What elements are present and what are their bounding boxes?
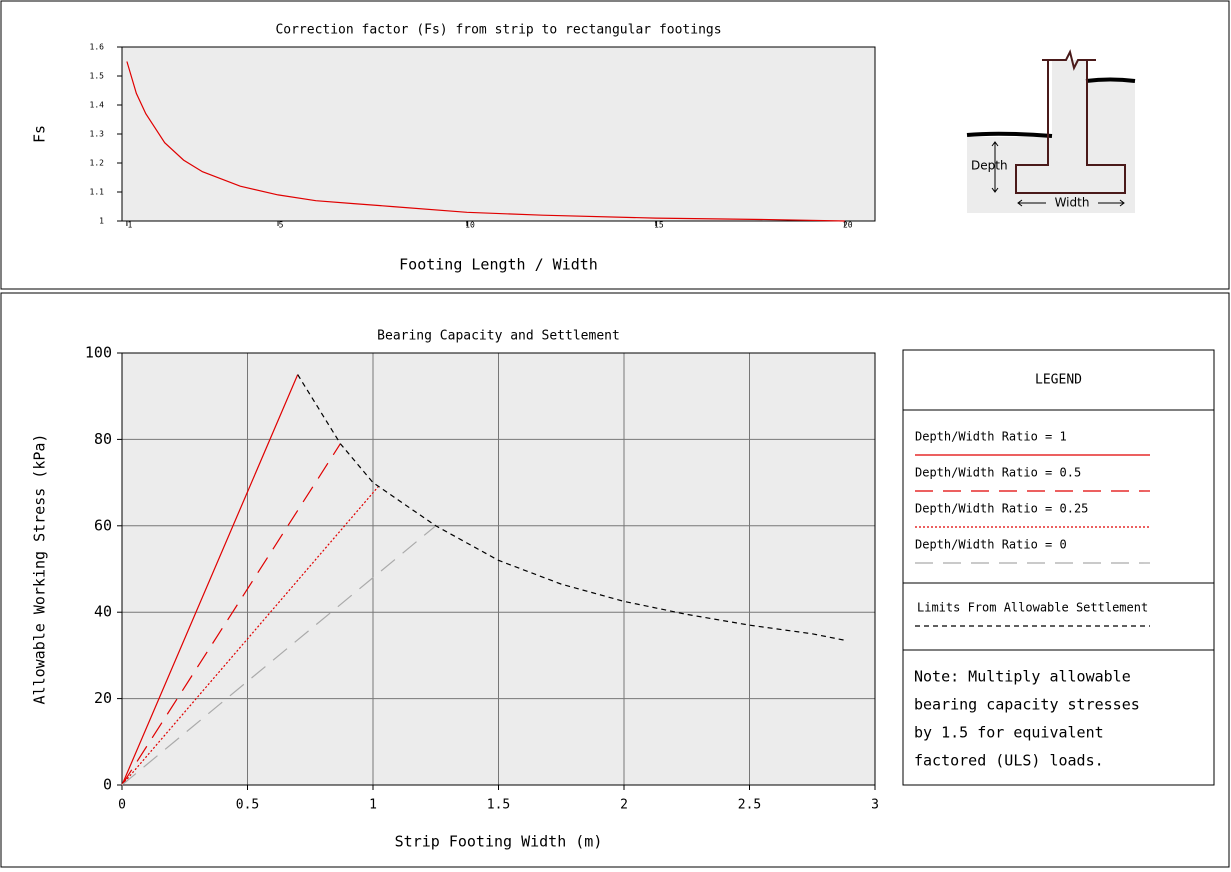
note-line: factored (ULS) loads. (914, 752, 1104, 770)
data-line (126, 61, 845, 222)
data-line (121, 486, 379, 786)
y-tick-label: 80 (94, 430, 112, 448)
y-axis-label: Fs (31, 125, 49, 143)
legend-box (902, 349, 1215, 786)
data-line (121, 525, 437, 786)
y-tick-label: 1.3 (90, 130, 105, 139)
chart-title: Correction factor (Fs) from strip to rec… (275, 23, 721, 38)
y-tick-label: 40 (94, 603, 112, 621)
chart-title: Bearing Capacity and Settlement (377, 329, 620, 344)
y-tick-label: 1.5 (90, 72, 105, 81)
x-tick-label: 0.5 (236, 798, 259, 813)
x-tick-label: 0 (118, 798, 126, 813)
legend-label: Depth/Width Ratio = 1 (915, 430, 1067, 444)
footing-diagram: Depth Width (966, 45, 1136, 213)
y-tick-label: 100 (85, 344, 112, 362)
note-line: bearing capacity stresses (914, 696, 1140, 714)
y-tick-label: 1.6 (90, 43, 105, 52)
plot-frame (121, 46, 876, 222)
data-line (297, 374, 845, 641)
x-tick-label: 1.5 (487, 798, 510, 813)
note-line: by 1.5 for equivalent (914, 724, 1104, 742)
data-line (121, 374, 299, 786)
y-tick-label: 1.1 (90, 188, 105, 197)
note-line: Note: Multiply allowable (914, 668, 1131, 686)
width-label: Width (1055, 196, 1090, 210)
x-tick-label: 1 (369, 798, 377, 813)
legend-title: LEGEND (1035, 373, 1082, 388)
legend-label: Limits From Allowable Settlement (917, 601, 1148, 615)
x-tick-label: 15 (654, 221, 664, 230)
legend-label: Depth/Width Ratio = 0.25 (915, 502, 1088, 516)
x-tick-label: 2.5 (738, 798, 761, 813)
x-tick-label: 2 (620, 798, 628, 813)
y-tick-label: 1 (99, 217, 104, 226)
x-tick-label: 3 (871, 798, 879, 813)
plot-area (121, 46, 876, 222)
depth-label: Depth (971, 159, 1008, 173)
x-tick-label: 20 (843, 221, 853, 230)
plot-frame (121, 352, 876, 786)
x-tick-label: 10 (465, 221, 475, 230)
y-tick-label: 1.4 (90, 101, 105, 110)
legend-label: Depth/Width Ratio = 0 (915, 538, 1067, 552)
y-tick-label: 0 (103, 776, 112, 794)
data-line (121, 443, 341, 786)
y-tick-label: 20 (94, 689, 112, 707)
x-axis-label: Footing Length / Width (399, 256, 598, 274)
x-tick-label: 1 (127, 221, 132, 230)
y-tick-label: 1.2 (90, 159, 105, 168)
y-tick-label: 60 (94, 516, 112, 534)
y-axis-label: Allowable Working Stress (kPa) (31, 434, 49, 705)
x-tick-label: 5 (279, 221, 284, 230)
legend-label: Depth/Width Ratio = 0.5 (915, 466, 1081, 480)
x-axis-label: Strip Footing Width (m) (395, 833, 603, 851)
